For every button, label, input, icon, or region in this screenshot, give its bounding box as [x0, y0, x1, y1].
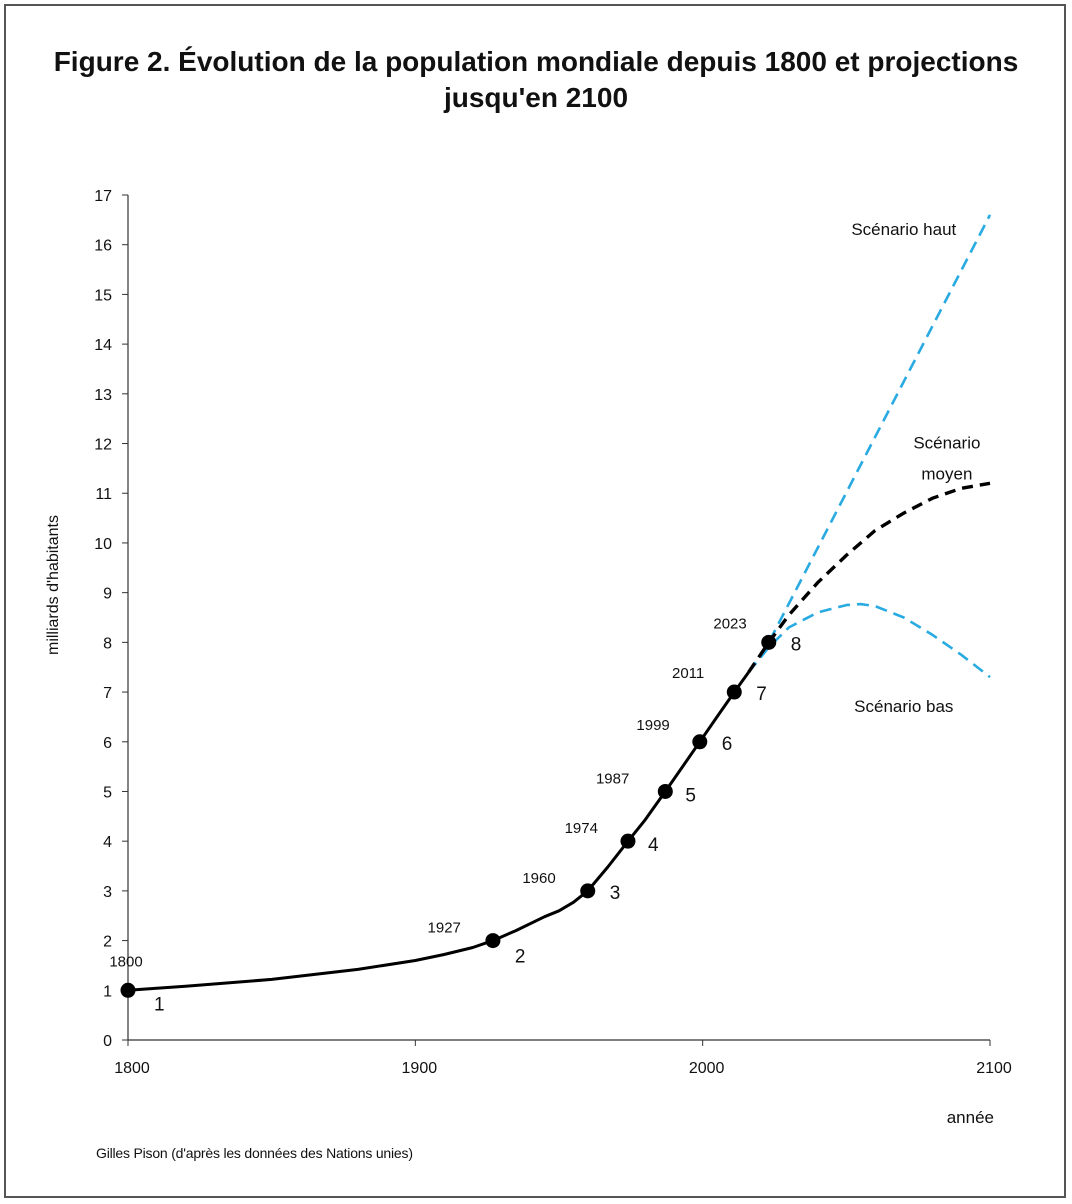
y-tick-label: 4	[103, 834, 112, 851]
milestone-value-label: 1	[154, 994, 165, 1015]
milestone-year-label: 1800	[109, 953, 142, 970]
x-tick-label: 2100	[976, 1060, 1012, 1077]
y-tick-label: 14	[94, 337, 112, 354]
milestone-value-label: 5	[685, 785, 696, 806]
source-note: Gilles Pison (d'après les données des Na…	[96, 1145, 413, 1161]
milestone-value-label: 6	[722, 734, 733, 755]
y-tick-label: 9	[103, 586, 112, 603]
milestone-value-label: 8	[791, 634, 802, 655]
y-tick-label: 3	[103, 884, 112, 901]
milestone-year-label: 1987	[596, 770, 629, 787]
milestone-point	[726, 684, 742, 700]
milestone-year-label: 1974	[565, 820, 598, 837]
y-tick-label: 15	[94, 287, 112, 304]
y-tick-label: 10	[94, 536, 112, 553]
x-tick-label: 2000	[689, 1060, 725, 1077]
milestone-year-label: 1999	[636, 717, 669, 734]
y-tick-label: 12	[94, 437, 112, 454]
series-line-historical	[127, 671, 750, 992]
y-tick-label: 17	[94, 188, 112, 205]
scenario-label-low: Scénario bas	[854, 697, 953, 716]
y-tick-label: 13	[94, 387, 112, 404]
scenario-label-high: Scénario haut	[851, 220, 956, 239]
milestone-year-label: 1927	[428, 920, 461, 937]
x-axis-label: année	[946, 1108, 994, 1127]
series-line-low	[747, 602, 991, 679]
scenario-label-line: Scénario haut	[851, 220, 956, 239]
y-tick-label: 16	[94, 238, 112, 255]
y-tick-label: 7	[103, 685, 112, 702]
y-tick-label: 2	[103, 934, 112, 951]
y-tick-label: 6	[103, 735, 112, 752]
scenario-label-medium: Scénario moyen	[913, 434, 980, 484]
milestone-value-label: 7	[756, 684, 767, 705]
y-tick-label: 5	[103, 784, 112, 801]
milestone-point	[657, 783, 673, 799]
x-tick-label: 1900	[402, 1060, 438, 1077]
milestone-point	[620, 833, 636, 849]
scenario-label-line: moyen	[921, 465, 972, 484]
chart-title: Figure 2. Évolution de la population mon…	[53, 46, 1019, 113]
y-tick-label: 11	[95, 486, 112, 503]
milestone-point	[120, 982, 136, 998]
scenario-label-line: Scénario bas	[854, 697, 953, 716]
milestone-point	[485, 933, 501, 949]
y-tick-label: 0	[103, 1033, 112, 1050]
milestone-year-label: 1960	[522, 870, 555, 887]
scenario-label-line: Scénario	[913, 434, 980, 453]
x-tick-label: 1800	[114, 1060, 150, 1077]
y-tick-label: 8	[103, 635, 112, 652]
figure-frame	[4, 4, 1066, 1198]
y-tick-label: 1	[103, 983, 112, 1000]
milestone-value-label: 2	[515, 947, 526, 968]
milestone-year-label: 2023	[713, 615, 746, 632]
milestone-point	[580, 883, 596, 899]
milestone-point	[692, 734, 708, 750]
milestone-year-label: 2011	[672, 665, 704, 682]
milestone-point	[761, 634, 777, 650]
milestone-value-label: 4	[648, 835, 659, 856]
series-line-medium	[747, 481, 991, 674]
milestone-value-label: 3	[610, 883, 621, 904]
